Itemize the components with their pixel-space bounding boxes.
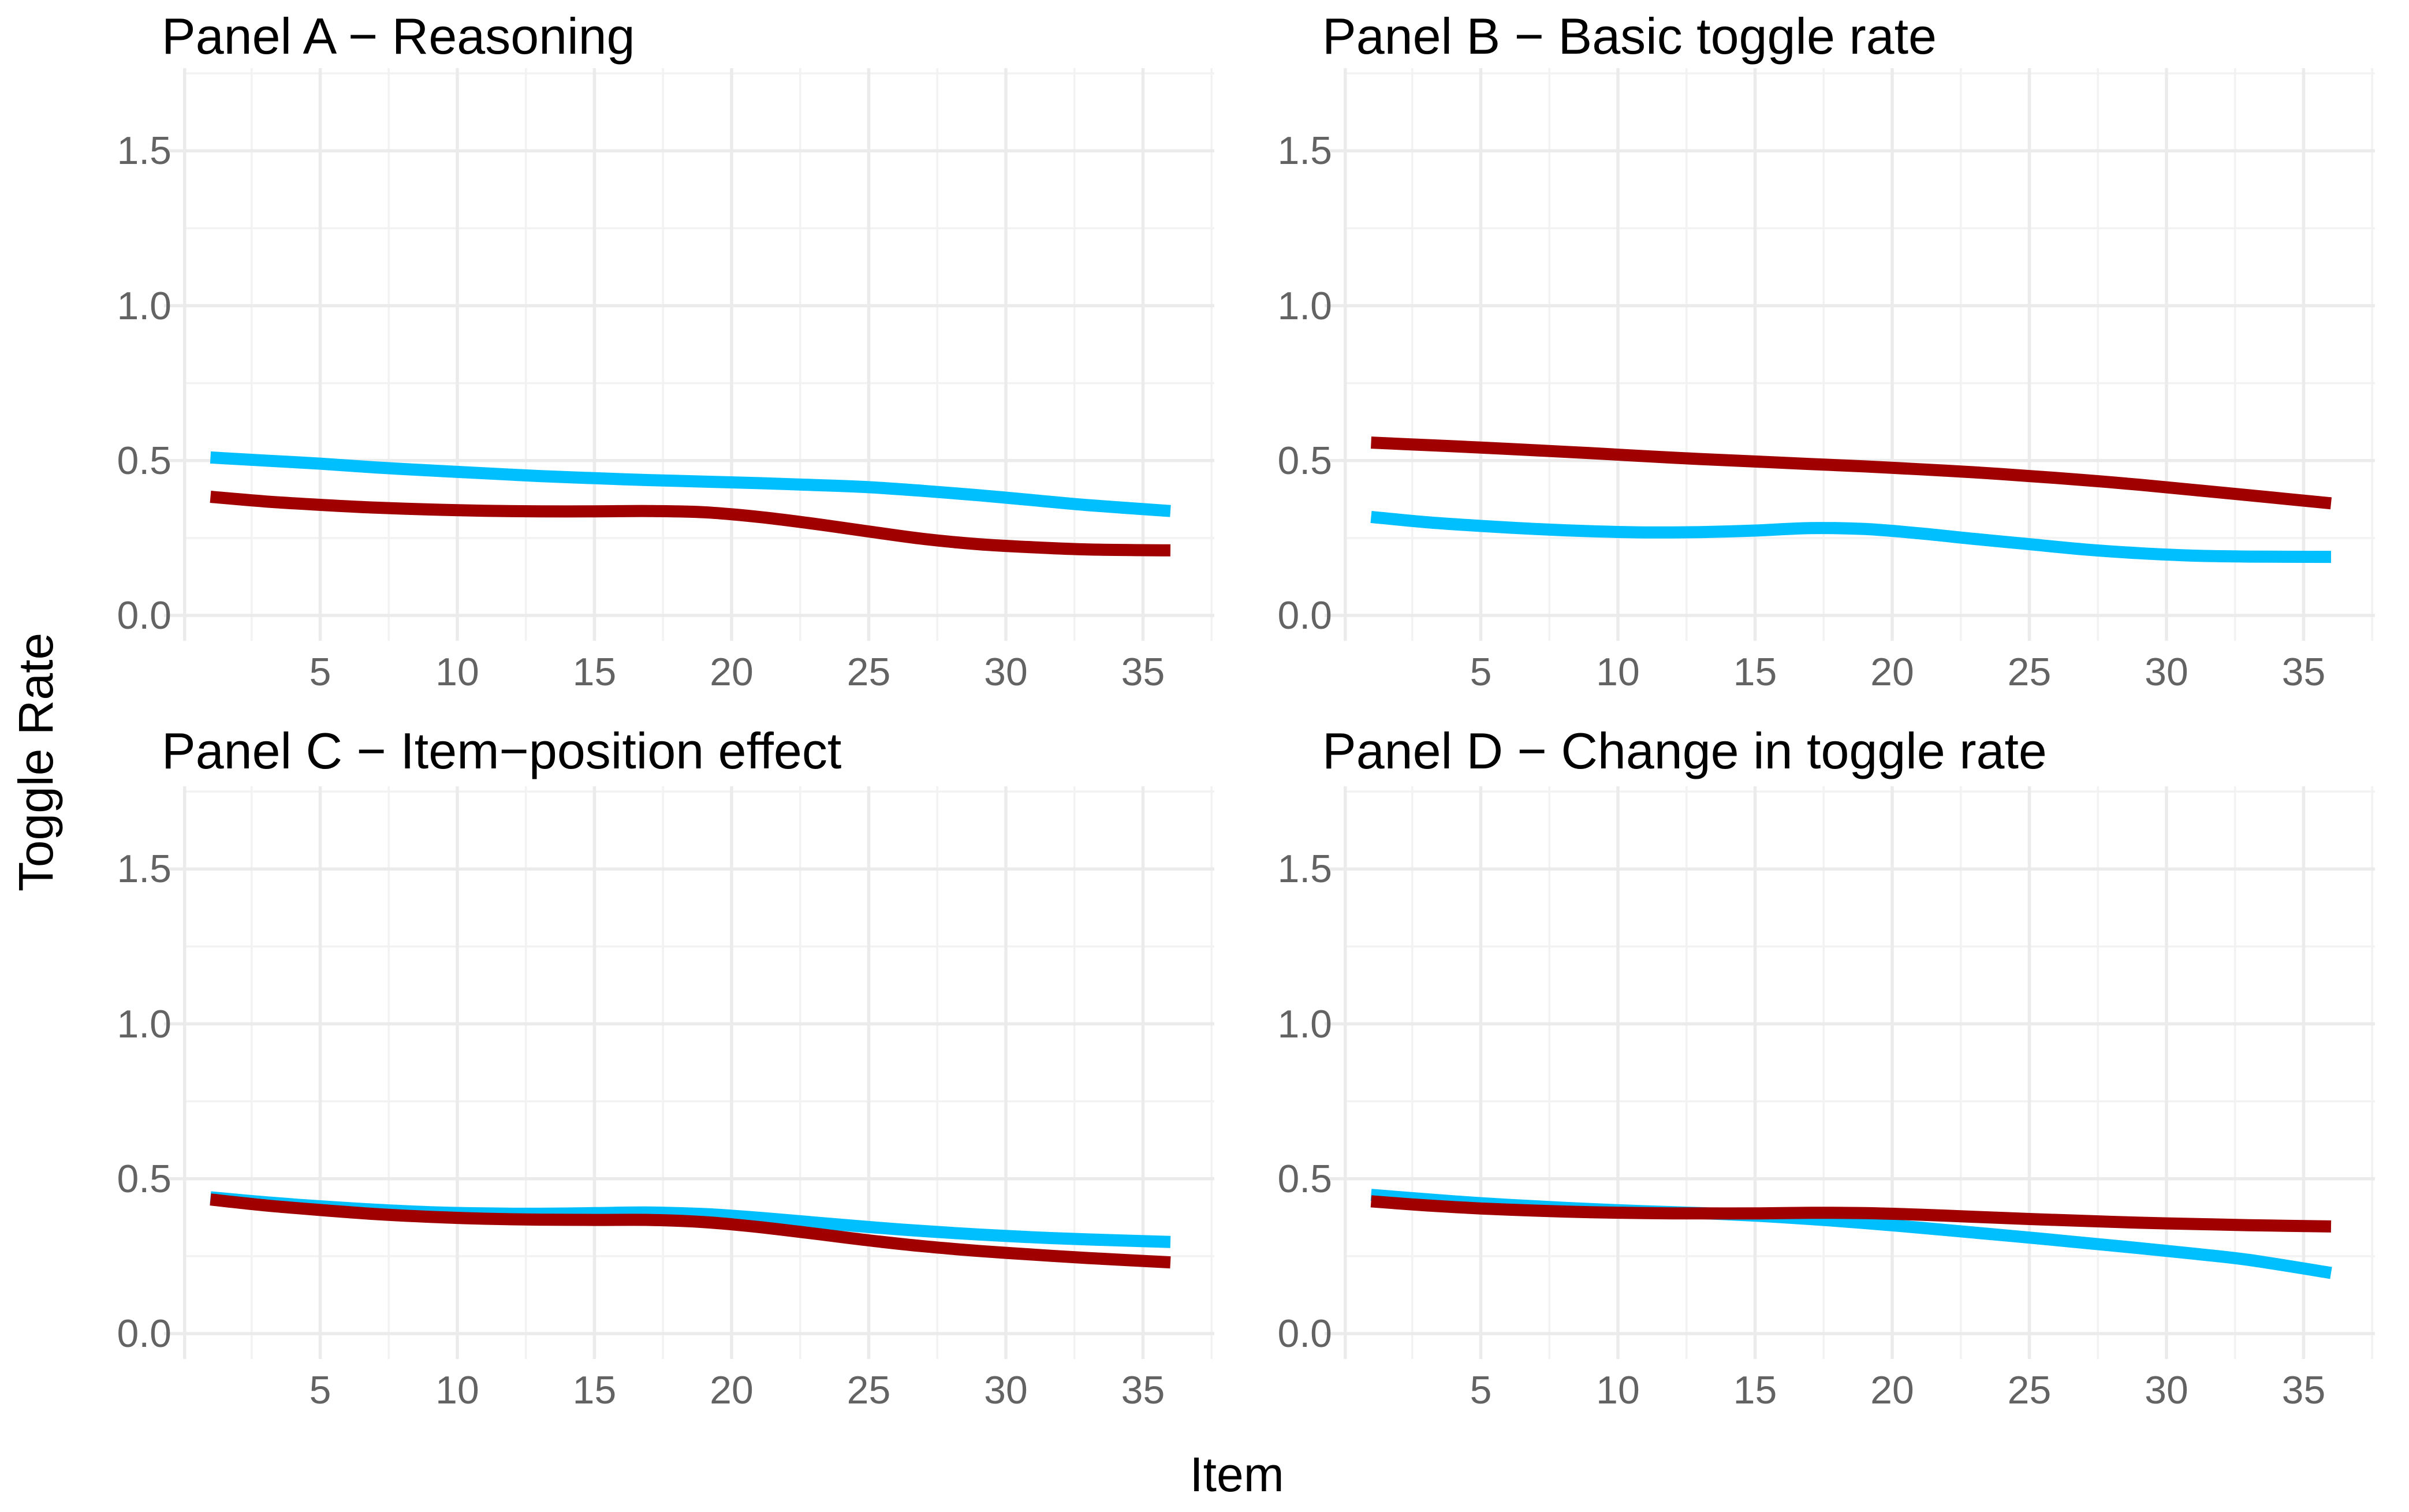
y-tick-label: 1.0 <box>1277 1002 1332 1046</box>
x-tick-label: 35 <box>2281 1368 2326 1412</box>
x-tick-label: 25 <box>2007 650 2052 694</box>
y-axis-title: Toggle Rate <box>9 632 63 892</box>
panel-c-title: Panel C − Item−position effect <box>162 722 842 779</box>
x-tick-label: 20 <box>1870 1368 1914 1412</box>
x-tick-label: 35 <box>1121 1368 1165 1412</box>
x-tick-label: 20 <box>1870 650 1914 694</box>
series-sky-blue-line <box>1370 510 2332 563</box>
series-dark-red-line <box>1370 436 2332 510</box>
panel-a-plot <box>164 68 1214 641</box>
x-tick-label: 10 <box>1596 650 1640 694</box>
series-sky-blue-line <box>210 451 1171 517</box>
x-tick-label: 5 <box>309 1368 331 1412</box>
gridlines-major <box>164 786 1214 1359</box>
y-tick-label: 0.0 <box>117 593 171 637</box>
x-tick-label: 10 <box>1596 1368 1640 1412</box>
y-tick-label: 1.5 <box>117 847 171 891</box>
y-tick-label: 0.0 <box>1277 593 1332 637</box>
y-tick-label: 0.5 <box>1277 438 1332 483</box>
y-tick-label: 0.5 <box>117 438 171 483</box>
x-tick-label: 5 <box>1470 1368 1492 1412</box>
x-tick-label: 15 <box>1733 1368 1777 1412</box>
y-tick-label: 0.0 <box>117 1312 171 1356</box>
gridlines-minor <box>1344 786 2375 1359</box>
gridlines-minor <box>1344 68 2375 641</box>
x-tick-label: 10 <box>435 1368 479 1412</box>
y-tick-label: 1.0 <box>117 1002 171 1046</box>
x-tick-label: 20 <box>710 650 754 694</box>
y-tick-label: 1.5 <box>1277 847 1332 891</box>
series-dark-red-line <box>1370 1195 2332 1233</box>
gridlines-minor <box>183 68 1214 641</box>
panel-b-plot <box>1325 68 2375 641</box>
panel-c-plot <box>164 786 1214 1359</box>
series-dark-red-line <box>210 491 1171 557</box>
x-tick-label: 30 <box>2145 1368 2188 1412</box>
x-tick-label: 20 <box>710 1368 754 1412</box>
x-tick-label: 15 <box>572 1368 617 1412</box>
gridlines-major <box>164 68 1214 641</box>
x-tick-label: 30 <box>984 1368 1028 1412</box>
x-tick-label: 15 <box>1733 650 1777 694</box>
x-tick-label: 25 <box>2007 1368 2052 1412</box>
y-tick-label: 0.0 <box>1277 1312 1332 1356</box>
x-tick-label: 5 <box>1470 650 1492 694</box>
y-tick-label: 1.5 <box>1277 129 1332 173</box>
series-dark-red-line <box>210 1193 1171 1269</box>
x-tick-label: 35 <box>2281 650 2326 694</box>
x-axis-title: Item <box>1189 1447 1284 1502</box>
gridlines-minor <box>183 786 1214 1359</box>
x-tick-label: 25 <box>846 1368 891 1412</box>
gridlines-major <box>1325 786 2375 1359</box>
x-tick-label: 30 <box>2145 650 2188 694</box>
x-tick-label: 35 <box>1121 650 1165 694</box>
y-tick-label: 0.5 <box>117 1156 171 1201</box>
panel-d-title: Panel D − Change in toggle rate <box>1322 722 2047 779</box>
y-tick-label: 0.5 <box>1277 1156 1332 1201</box>
y-tick-label: 1.0 <box>117 283 171 328</box>
panel-d-plot <box>1325 786 2375 1359</box>
y-tick-label: 1.0 <box>1277 283 1332 328</box>
x-tick-label: 25 <box>846 650 891 694</box>
x-tick-label: 30 <box>984 650 1028 694</box>
x-tick-label: 15 <box>572 650 617 694</box>
panel-b-title: Panel B − Basic toggle rate <box>1322 8 1937 65</box>
x-tick-label: 10 <box>435 650 479 694</box>
x-tick-label: 5 <box>309 650 331 694</box>
y-tick-label: 1.5 <box>117 129 171 173</box>
panel-a-title: Panel A − Reasoning <box>162 8 635 65</box>
